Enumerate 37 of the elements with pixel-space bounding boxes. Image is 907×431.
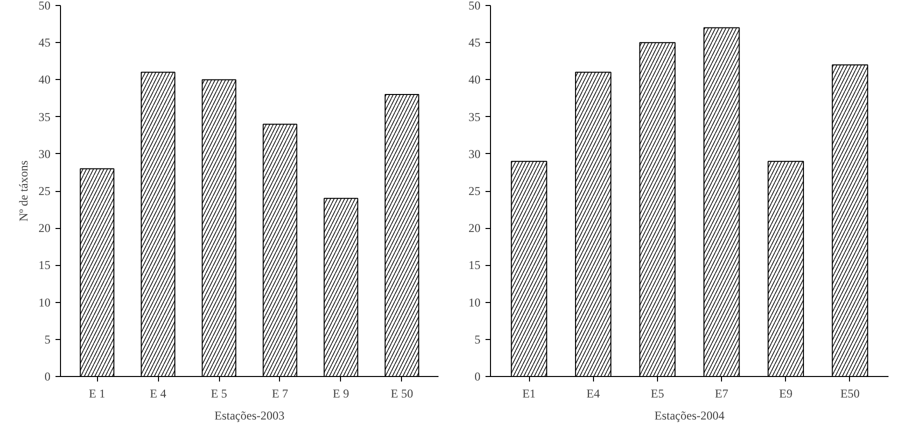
x-tick-label: E 7 (272, 386, 288, 400)
y-tick-label: 5 (474, 332, 480, 346)
y-axis-title: Nº de táxons (16, 160, 30, 222)
y-tick-label: 25 (468, 184, 480, 198)
y-tick-label: 50 (38, 0, 50, 12)
x-tick-label: E5 (650, 386, 664, 400)
y-tick-label: 35 (38, 110, 50, 124)
x-tick-label: E 4 (150, 386, 166, 400)
y-tick-label: 15 (38, 258, 50, 272)
x-tick-label: E9 (779, 386, 792, 400)
y-tick-label: 30 (468, 146, 480, 161)
x-axis-title: Estações-2004 (654, 408, 724, 422)
y-tick-label: 15 (468, 258, 480, 272)
y-tick-label: 5 (44, 332, 50, 346)
x-tick-label: E7 (714, 386, 728, 400)
y-tick-label: 35 (468, 110, 480, 124)
y-tick-label: 0 (474, 370, 480, 384)
x-tick-label: E 5 (210, 386, 228, 400)
x-tick-label: E 9 (332, 386, 350, 400)
y-tick-label: 40 (38, 72, 50, 87)
x-tick-label: E1 (522, 386, 536, 400)
y-tick-label: 10 (38, 295, 50, 310)
y-tick-label: 20 (38, 221, 50, 236)
y-tick-label: 25 (38, 184, 50, 198)
x-tick-label: E 1 (88, 386, 106, 400)
y-tick-label: 0 (44, 370, 50, 384)
x-tick-label: E4 (586, 386, 600, 400)
x-tick-label: E 50 (390, 386, 414, 400)
y-tick-label: 20 (468, 221, 480, 236)
y-tick-label: 45 (38, 36, 50, 50)
y-tick-label: 50 (468, 0, 480, 12)
x-tick-label: E50 (840, 386, 860, 400)
y-tick-label: 40 (468, 72, 480, 87)
y-tick-label: 45 (468, 36, 480, 50)
y-tick-label: 10 (468, 295, 480, 310)
x-axis-title: Estações-2003 (214, 408, 284, 422)
y-tick-label: 30 (38, 146, 50, 161)
